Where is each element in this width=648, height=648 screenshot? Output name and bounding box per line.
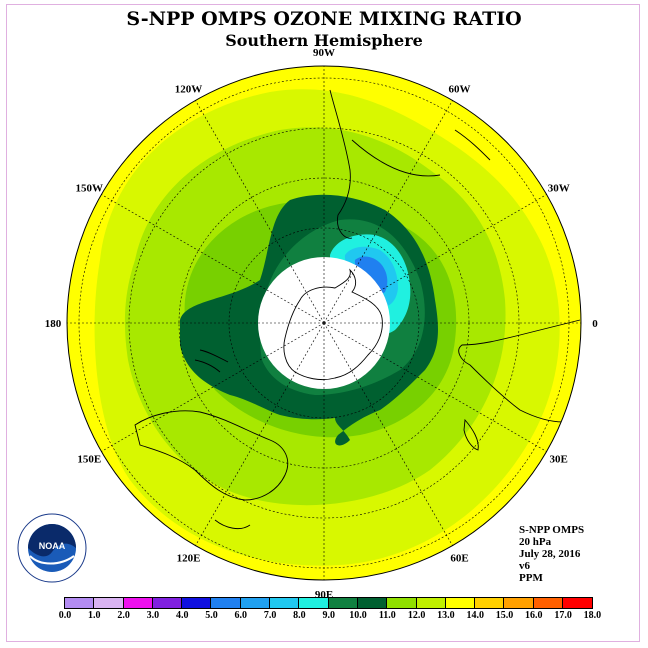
color-tick-label: 9.0 <box>322 610 335 621</box>
meridian-line <box>323 194 547 324</box>
info-units: PPM <box>519 572 543 584</box>
longitude-label: 30W <box>548 183 570 195</box>
color-tick-label: 11.0 <box>378 610 396 621</box>
color-scale-bar <box>64 597 594 609</box>
color-tick-label: 10.0 <box>349 610 367 621</box>
color-tick-label: 16.0 <box>525 610 543 621</box>
color-swatch <box>357 598 388 608</box>
color-tick-label: 17.0 <box>554 610 572 621</box>
color-tick-label: 15.0 <box>495 610 514 621</box>
longitude-label: 150E <box>77 454 101 466</box>
color-tick-label: 2.0 <box>117 610 130 621</box>
color-swatch <box>328 598 358 608</box>
color-tick-label: 3.0 <box>146 610 160 621</box>
longitude-label: 0 <box>592 318 598 330</box>
south-america-outline <box>329 89 491 239</box>
map-subtitle: Southern Hemisphere <box>225 31 423 50</box>
color-tick-label: 6.0 <box>234 610 248 621</box>
info-level: 20 hPa <box>519 536 552 548</box>
color-swatch <box>504 598 534 608</box>
africa-outline <box>458 319 581 423</box>
color-swatch <box>211 598 241 608</box>
info-date: July 28, 2016 <box>519 548 581 560</box>
longitude-label: 180 <box>45 318 62 330</box>
meridian-line <box>323 322 453 546</box>
color-swatch <box>445 598 476 608</box>
longitude-label: 90W <box>313 47 335 59</box>
color-swatch <box>94 598 124 608</box>
meridian-line <box>101 322 325 452</box>
color-tick-label: 1.0 <box>88 610 101 621</box>
noaa-logo: NOAA <box>17 513 87 583</box>
color-tick-label: 0.0 <box>58 610 72 621</box>
ozone-band-blue <box>354 256 388 294</box>
color-tick-label: 12.0 <box>407 610 426 621</box>
new-zealand-outline <box>194 349 229 373</box>
color-tick-label: 4.0 <box>175 610 189 621</box>
antarctica-outline <box>283 268 383 381</box>
longitude-label: 150W <box>76 183 104 195</box>
color-swatch <box>152 598 183 608</box>
color-swatch <box>240 598 271 608</box>
longitude-label: 60W <box>449 83 471 95</box>
color-tick-label: 18.0 <box>583 610 602 621</box>
australia-outline <box>134 410 289 530</box>
color-swatch <box>475 598 505 608</box>
meridian-line <box>323 322 547 452</box>
color-swatch <box>270 598 300 608</box>
color-tick-label: 14.0 <box>466 610 484 621</box>
info-version: v6 <box>519 560 530 572</box>
longitude-label: 120W <box>175 83 203 95</box>
meridian-lines <box>67 66 581 580</box>
color-tick-label: 5.0 <box>205 610 218 621</box>
longitude-label: 30E <box>550 454 568 466</box>
longitude-label: 120E <box>177 553 201 565</box>
color-swatch <box>533 598 564 608</box>
noaa-logo-text: NOAA <box>39 541 66 551</box>
latitude-circle-70s <box>228 227 420 419</box>
color-swatch <box>299 598 329 608</box>
longitude-label: 60E <box>450 553 468 565</box>
info-panel: S-NPP OMPS 20 hPa July 28, 2016 v6 PPM <box>519 524 584 584</box>
color-swatch <box>65 598 95 608</box>
color-swatch <box>182 598 212 608</box>
map-title: S-NPP OMPS OZONE MIXING RATIO <box>126 8 522 30</box>
latitude-circle-30s <box>128 127 520 519</box>
madagascar-outline <box>463 418 479 451</box>
color-swatch <box>387 598 417 608</box>
map-boundary <box>66 65 582 581</box>
meridian-line <box>101 194 325 324</box>
color-swatch <box>563 598 593 608</box>
page-frame <box>6 4 640 642</box>
meridian-line <box>195 322 325 546</box>
info-instrument: S-NPP OMPS <box>519 524 585 536</box>
meridian-line <box>195 100 325 324</box>
color-swatch <box>416 598 446 608</box>
color-tick-label: 8.0 <box>293 610 306 621</box>
color-swatch <box>123 598 153 608</box>
color-tick-label: 13.0 <box>437 610 455 621</box>
color-tick-label: 7.0 <box>263 610 277 621</box>
meridian-line <box>323 100 453 324</box>
